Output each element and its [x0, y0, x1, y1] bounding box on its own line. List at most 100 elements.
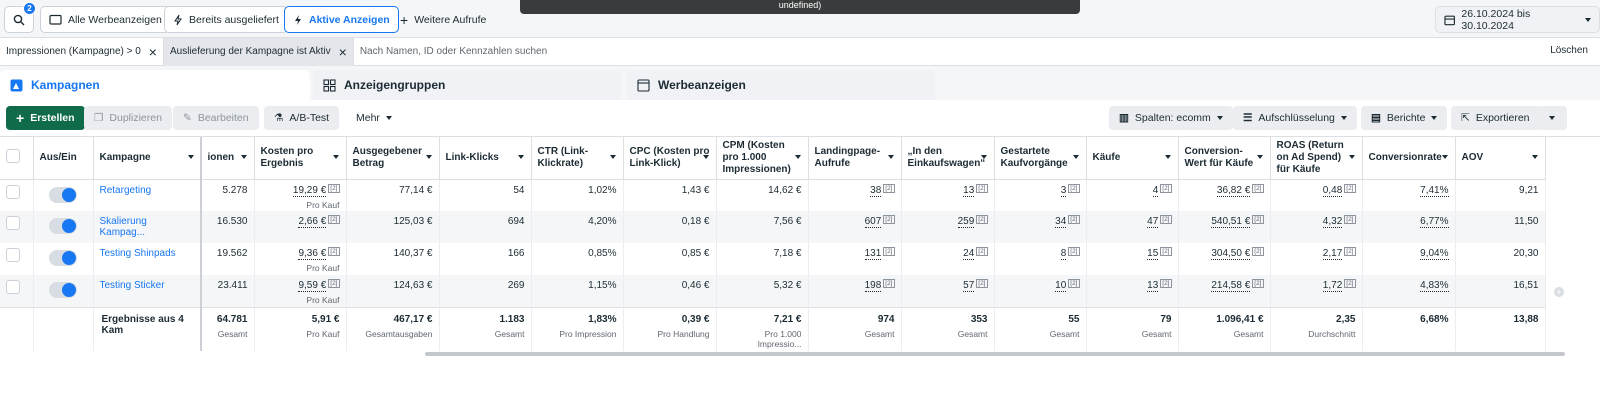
cell-value: 140,37 € [393, 248, 433, 259]
columns-button[interactable]: ▥ Spalten: ecomm [1109, 106, 1233, 130]
breakdown-button[interactable]: ☰ Aufschlüsselung [1233, 106, 1357, 130]
table-row[interactable]: Skalierung Kampag... 16.530 2,66 € [2] 125,0… [0, 211, 1546, 243]
row-checkbox[interactable] [6, 184, 20, 199]
filter-chip-delivery[interactable]: Auslieferung der Kampagne ist Aktiv × [163, 37, 354, 66]
total-value: 7,21 € [773, 313, 802, 325]
cell-value: 13 [1147, 280, 1159, 292]
search-button[interactable]: 2 [4, 2, 36, 33]
info-badge: [2] [976, 247, 988, 256]
column-header-add-to-cart[interactable]: „In den Einkaufswagen“ [901, 137, 995, 180]
total-subtext: Pro Kauf [306, 328, 340, 339]
column-header-cpc[interactable]: CPC (Kosten pro Link-Klick) [623, 137, 717, 180]
chevron-down-icon [1431, 116, 1438, 120]
total-cell: 353 Gesamt [901, 306, 995, 351]
metric-cell: 1,43 € [623, 179, 717, 211]
cell-value: 24 [963, 248, 975, 260]
row-checkbox[interactable] [6, 280, 20, 294]
export-button[interactable]: ⇱ Exportieren [1451, 106, 1540, 130]
row-checkbox[interactable] [6, 248, 20, 262]
row-checkbox[interactable] [6, 216, 20, 230]
tab-ads[interactable]: Werbeanzeigen [627, 70, 935, 100]
metric-cell: 11,50 [1455, 211, 1546, 243]
metric-cell: 13 [2] [901, 179, 995, 211]
info-badge: [2] [976, 215, 988, 224]
chevron-down-icon [1216, 116, 1223, 120]
ab-test-button[interactable]: ⚗ A/B-Test [264, 106, 340, 130]
select-all-checkbox[interactable] [6, 148, 20, 163]
tab-adsets[interactable]: Anzeigengruppen [313, 70, 621, 100]
tab-active-ads[interactable]: Aktive Anzeigen [284, 6, 399, 33]
chevron-down-icon [1585, 17, 1591, 22]
info-badge: [2] [1068, 215, 1080, 224]
date-range-picker[interactable]: 26.10.2024 bis 30.10.2024 [1435, 6, 1600, 33]
column-label: Conversionrate [1368, 151, 1442, 163]
cell-value: 36,82 € [1216, 184, 1251, 197]
campaign-toggle[interactable] [49, 250, 77, 266]
info-badge: [2] [1068, 279, 1080, 288]
campaign-name-link[interactable]: Testing Shinpads [99, 248, 176, 259]
campaign-toggle[interactable] [49, 282, 77, 298]
level-tabs: Kampagnen Anzeigengruppen Werbeanzeigen [0, 66, 1600, 100]
edit-button[interactable]: ✎ Bearbeiten [173, 106, 259, 130]
more-button[interactable]: Mehr [346, 106, 402, 130]
export-options-button[interactable] [1537, 106, 1567, 130]
metric-cell: 9,04% [1362, 243, 1456, 275]
clear-filters-link[interactable]: Löschen [1550, 45, 1588, 56]
column-header-link-clicks[interactable]: Link-Klicks [439, 137, 532, 180]
column-header-conversion-rate[interactable]: Conversionrate [1362, 137, 1456, 180]
more-views-button[interactable]: + Weitere Aufrufe [392, 6, 494, 33]
cell-value: 13 [963, 184, 975, 197]
totals-label: Ergebnisse aus 4 Kam [93, 306, 202, 351]
metric-cell: 38 [2] [808, 179, 902, 211]
column-header-initiated-checkouts[interactable]: Gestartete Kaufvorgänge [994, 137, 1087, 180]
column-header-ctr[interactable]: CTR (Link-Klickrate) [531, 137, 624, 180]
cell-value: 8 [1060, 248, 1067, 260]
metric-cell: 47 [2] [1086, 211, 1179, 243]
sort-caret-icon [187, 155, 194, 159]
campaign-name-link[interactable]: Testing Sticker [99, 280, 165, 291]
cell-value: 0,46 € [681, 280, 710, 291]
column-header-purchase-value[interactable]: Conversion-Wert für Käufe [1178, 137, 1271, 180]
total-value: 13,88 [1513, 313, 1539, 325]
column-header-cpm[interactable]: CPM (Kosten pro 1.000 Impressionen) [716, 137, 809, 180]
info-badge: [2] [1068, 183, 1080, 193]
horizontal-scrollbar[interactable] [425, 352, 1565, 356]
column-header-toggle[interactable]: Aus/Ein [33, 137, 94, 180]
campaign-toggle[interactable] [49, 218, 77, 234]
column-header-roas[interactable]: ROAS (Return on Ad Spend) für Käufe [1270, 137, 1363, 180]
close-icon[interactable]: × [338, 43, 347, 60]
filter-search-input[interactable] [353, 39, 1054, 64]
tab-campaigns[interactable]: Kampagnen [0, 70, 310, 100]
metric-cell: 0,85% [531, 243, 624, 275]
campaign-toggle[interactable] [49, 186, 77, 203]
tab-all-ads[interactable]: Alle Werbeanzeigen [40, 6, 171, 33]
info-badge: [2] [328, 215, 340, 224]
total-cell: 55 Gesamt [994, 306, 1087, 351]
filter-bar: Impressionen (Kampagne) > 0 × Auslieferu… [0, 37, 1600, 66]
table-row[interactable]: Testing Sticker 23.411 9,59 € [2] Pro Kauf 12… [0, 275, 1546, 307]
column-header-purchases[interactable]: Käufe [1086, 137, 1179, 180]
column-header-cost-per-result[interactable]: Kosten pro Ergebnis [254, 137, 347, 180]
column-header-aov[interactable]: AOV [1455, 137, 1546, 180]
duplicate-button[interactable]: ❐ Duplizieren [84, 106, 172, 130]
cell-value: 694 [507, 216, 525, 227]
campaign-name-link[interactable]: Retargeting [99, 184, 152, 196]
table-row[interactable]: Testing Shinpads 19.562 9,36 € [2] Pro Kauf 1… [0, 243, 1546, 275]
column-header-amount-spent[interactable]: Ausgegebener Betrag [346, 137, 440, 180]
table-row[interactable]: Retargeting 5.278 19,29 € [2] Pro Kauf 77,14 … [0, 179, 1546, 211]
metric-cell: 694 [439, 211, 532, 243]
create-button[interactable]: + Erstellen [6, 106, 85, 130]
column-header-impressions[interactable]: ionen [201, 137, 255, 180]
tab-delivered[interactable]: Bereits ausgeliefert [164, 6, 288, 33]
metric-cell: 166 [439, 243, 532, 275]
column-header-landing-page-views[interactable]: Landingpage-Aufrufe [808, 137, 902, 180]
filter-chip-impressions[interactable]: Impressionen (Kampagne) > 0 × [0, 37, 164, 66]
add-column-icon[interactable]: + [1554, 287, 1564, 297]
data-table: Aus/Ein Kampagne ionen Kosten pro Ergebn… [0, 137, 1546, 351]
close-icon[interactable]: × [148, 43, 157, 60]
info-badge: [2] [1068, 247, 1080, 256]
campaign-name-link[interactable]: Skalierung Kampag... [99, 216, 147, 238]
column-header-campaign[interactable]: Kampagne [93, 137, 202, 180]
reports-button[interactable]: ▤ Berichte [1361, 106, 1448, 130]
toggle-cell [33, 211, 94, 243]
